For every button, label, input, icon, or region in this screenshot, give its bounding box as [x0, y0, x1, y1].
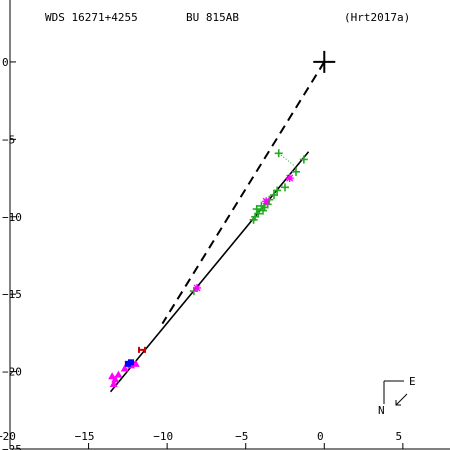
compass-east-label: E: [409, 375, 416, 388]
plus-marker: [292, 167, 300, 176]
residual-line: [278, 152, 297, 168]
observation-points: [108, 149, 308, 387]
plus-marker: [274, 149, 283, 158]
x-tick-label: 5: [396, 430, 403, 443]
motion-arrow-icon: [395, 393, 408, 406]
x-tick-label: 0: [317, 430, 324, 443]
plus-marker: [270, 191, 278, 200]
axes-frame: [9, 0, 450, 450]
square-marker: [124, 360, 131, 367]
y-tick-label: −5: [2, 133, 15, 146]
line-of-nodes: [161, 61, 326, 325]
plus-marker: [249, 215, 258, 224]
asterisk-marker: [262, 197, 271, 206]
motion-arrowhead-icon: [395, 400, 401, 406]
hipparcos-marker: [138, 346, 146, 353]
compass-north-label: N: [378, 404, 385, 417]
x-tick-label: −15: [75, 430, 95, 443]
orbit-curve: [109, 151, 310, 393]
asterisk-marker: [193, 283, 201, 292]
triangle-marker: [111, 375, 120, 383]
orbit-lines: [109, 61, 326, 393]
triangle-marker: [114, 370, 123, 378]
plus-marker: [252, 205, 261, 214]
plus-marker: [299, 155, 308, 164]
x-tick-label: −10: [153, 430, 173, 443]
asterisk-marker: [285, 174, 294, 183]
plus-marker: [259, 206, 267, 215]
x-tick-label: −20: [0, 430, 16, 443]
plus-marker: [281, 183, 289, 192]
reference-label: (Hrt2017a): [344, 11, 410, 24]
y-tick-label: 0: [2, 56, 9, 69]
primary-star-cross: [313, 50, 336, 73]
x-tick-label: −5: [235, 430, 248, 443]
discoverer-label: BU 815AB: [186, 11, 239, 24]
triangle-marker: [120, 364, 129, 372]
primary-star-marker: [313, 50, 336, 73]
triangle-marker: [109, 379, 118, 387]
y-tick-label: −25: [2, 443, 22, 450]
compass-rose: E N: [378, 375, 416, 417]
y-tick-label: −20: [2, 366, 22, 379]
square-marker: [128, 359, 134, 366]
plus-marker: [273, 186, 282, 195]
y-tick-label: −15: [2, 288, 22, 301]
plus-marker: [257, 201, 266, 210]
wds-id-label: WDS 16271+4255: [45, 11, 138, 24]
y-tick-label: −10: [2, 211, 22, 224]
